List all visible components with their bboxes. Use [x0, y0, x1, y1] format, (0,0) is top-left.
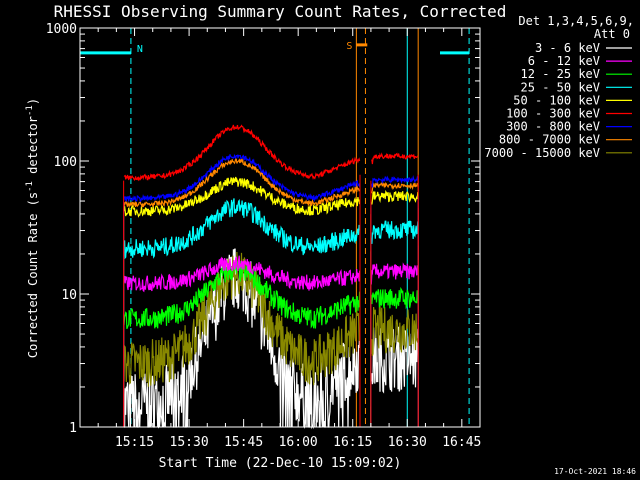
legend-label: 7000 - 15000 keV — [484, 146, 600, 160]
y-tick-label: 1 — [69, 421, 77, 436]
x-tick-label: 15:45 — [224, 435, 263, 450]
series-line — [370, 189, 419, 205]
x-tick-label: 16:30 — [388, 435, 427, 450]
series-line — [123, 198, 361, 260]
series-line — [371, 152, 419, 165]
series-line — [370, 262, 419, 285]
legend-label: 25 - 50 keV — [521, 80, 600, 94]
x-tick-label: 15:30 — [170, 435, 209, 450]
y-tick-label: 10 — [61, 288, 77, 303]
series-line — [370, 220, 419, 244]
legend-label: 50 - 100 keV — [513, 93, 600, 107]
series-line — [123, 255, 361, 293]
series-line — [370, 286, 419, 310]
series-line — [370, 305, 419, 356]
legend-label: 300 - 800 keV — [506, 120, 600, 134]
legend-label: 6 - 12 keV — [528, 54, 600, 68]
y-tick-label: 1000 — [46, 22, 77, 37]
legend-label: 800 - 7000 keV — [499, 133, 600, 147]
legend-header-line2: Att 0 — [594, 27, 630, 41]
legend-header-line1: Det 1,3,4,5,6,9, — [518, 14, 634, 28]
series-line — [123, 176, 361, 218]
legend-label: 12 - 25 keV — [521, 67, 600, 81]
series-line — [370, 181, 418, 194]
y-axis-label: Corrected Count Rate (s-1 detector-1) — [25, 98, 40, 358]
saa-label: S — [346, 41, 352, 52]
series-line — [123, 153, 361, 203]
footer-date: 17-Oct-2021 18:46 — [554, 467, 636, 476]
x-tick-label: 16:00 — [279, 435, 318, 450]
chart-title: RHESSI Observing Summary Count Rates, Co… — [54, 2, 507, 21]
series-line — [123, 157, 360, 209]
x-tick-label: 16:15 — [333, 435, 372, 450]
y-tick-label: 100 — [54, 155, 77, 170]
series-line — [370, 175, 419, 188]
axis-ticks: 15:15 15:30 15:45 16:00 16:15 16:30 16:45 1 10 10… — [46, 22, 482, 450]
legend-label: 3 - 6 keV — [535, 41, 600, 55]
night-label: N — [137, 44, 143, 55]
x-axis-label: Start Time (22-Dec-10 15:09:02) — [159, 456, 402, 471]
legend-label: 100 - 300 keV — [506, 107, 600, 121]
x-tick-label: 15:15 — [115, 435, 154, 450]
series-line — [123, 259, 361, 330]
x-tick-label: 16:45 — [442, 435, 481, 450]
series-line — [123, 124, 361, 182]
